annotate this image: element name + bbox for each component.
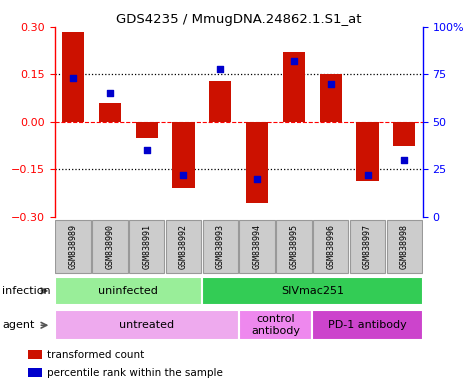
FancyBboxPatch shape xyxy=(276,220,312,273)
Text: control
antibody: control antibody xyxy=(251,314,300,336)
Text: GSM838991: GSM838991 xyxy=(142,224,151,269)
FancyBboxPatch shape xyxy=(129,220,164,273)
FancyBboxPatch shape xyxy=(387,220,422,273)
Text: GSM838997: GSM838997 xyxy=(363,224,372,269)
Text: GSM838995: GSM838995 xyxy=(289,224,298,269)
FancyBboxPatch shape xyxy=(313,310,423,340)
Text: percentile rank within the sample: percentile rank within the sample xyxy=(48,367,223,377)
Bar xyxy=(99,103,121,122)
FancyBboxPatch shape xyxy=(313,220,348,273)
Bar xyxy=(246,122,268,203)
Text: GSM838993: GSM838993 xyxy=(216,224,225,269)
Text: transformed count: transformed count xyxy=(48,349,144,359)
FancyBboxPatch shape xyxy=(202,277,423,305)
Point xyxy=(106,90,114,96)
Point xyxy=(69,75,77,81)
Bar xyxy=(320,74,342,122)
Bar xyxy=(136,122,158,138)
FancyBboxPatch shape xyxy=(166,220,201,273)
Bar xyxy=(209,81,231,122)
FancyBboxPatch shape xyxy=(238,310,313,340)
Point xyxy=(253,176,261,182)
Bar xyxy=(28,351,42,359)
FancyBboxPatch shape xyxy=(92,220,127,273)
Point xyxy=(180,172,187,178)
Text: GSM838996: GSM838996 xyxy=(326,224,335,269)
Point xyxy=(364,172,371,178)
Point xyxy=(290,58,298,64)
Bar xyxy=(393,122,415,146)
Bar xyxy=(28,368,42,377)
Bar xyxy=(172,122,195,189)
Point xyxy=(217,66,224,72)
Point xyxy=(327,81,334,87)
Title: GDS4235 / MmugDNA.24862.1.S1_at: GDS4235 / MmugDNA.24862.1.S1_at xyxy=(116,13,361,26)
Text: PD-1 antibody: PD-1 antibody xyxy=(328,320,407,330)
Text: GSM838989: GSM838989 xyxy=(68,224,77,269)
FancyBboxPatch shape xyxy=(203,220,238,273)
Text: untreated: untreated xyxy=(119,320,174,330)
Bar xyxy=(283,52,305,122)
Text: GSM838990: GSM838990 xyxy=(105,224,114,269)
Text: infection: infection xyxy=(2,286,51,296)
Text: uninfected: uninfected xyxy=(98,286,158,296)
Point xyxy=(400,157,408,163)
Point xyxy=(143,147,151,154)
FancyBboxPatch shape xyxy=(56,220,91,273)
Text: agent: agent xyxy=(2,320,35,330)
Text: GSM838994: GSM838994 xyxy=(253,224,262,269)
FancyBboxPatch shape xyxy=(55,277,202,305)
Text: SIVmac251: SIVmac251 xyxy=(281,286,344,296)
FancyBboxPatch shape xyxy=(350,220,385,273)
Bar xyxy=(356,122,379,180)
FancyBboxPatch shape xyxy=(55,310,238,340)
Text: GSM838992: GSM838992 xyxy=(179,224,188,269)
FancyBboxPatch shape xyxy=(239,220,275,273)
Text: GSM838998: GSM838998 xyxy=(400,224,409,269)
Bar xyxy=(62,31,84,122)
